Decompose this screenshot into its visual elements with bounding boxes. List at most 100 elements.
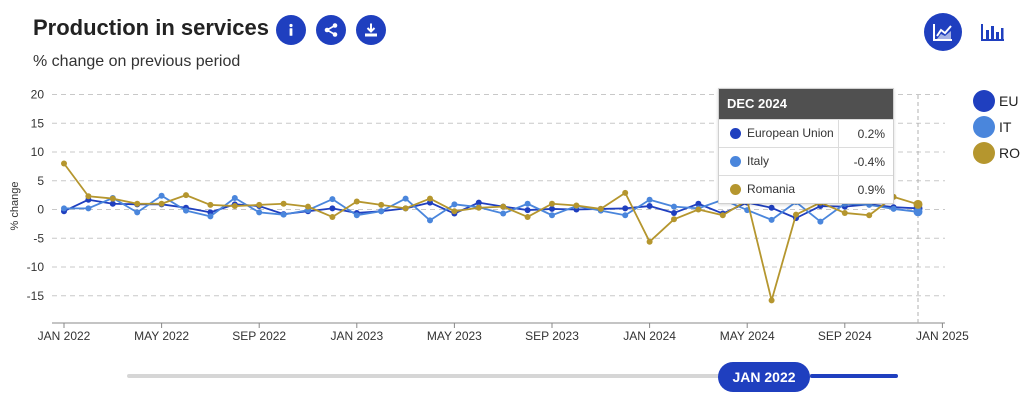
data-point-ro: [768, 297, 775, 304]
data-point-eu: [671, 209, 677, 216]
data-point-ro: [207, 201, 214, 208]
data-point-it: [353, 212, 360, 219]
page-title: Production in services: [33, 15, 269, 40]
data-point-ro: [183, 192, 189, 199]
data-point-ro: [451, 208, 458, 215]
data-point-it: [256, 209, 263, 216]
line-view-button[interactable]: [924, 13, 962, 51]
tooltip-dot-ro: [730, 184, 741, 195]
data-point-ro: [841, 209, 848, 216]
y-tick-label: -15: [27, 289, 45, 303]
download-icon: [365, 23, 377, 37]
data-point-it: [817, 218, 824, 225]
tooltip-dot-eu: [730, 128, 741, 139]
data-point-ro: [378, 201, 385, 208]
data-point-it: [768, 216, 775, 223]
data-point-ro: [231, 203, 238, 210]
tooltip-series-value: 0.2%: [857, 126, 885, 141]
data-point-ro: [61, 160, 67, 167]
data-point-eu: [109, 200, 116, 207]
data-point-it: [913, 207, 923, 217]
legend-item-eu[interactable]: EU: [973, 88, 1020, 114]
x-tick-label: JAN 2022: [38, 329, 91, 343]
data-point-it: [183, 207, 189, 214]
data-point-ro: [85, 193, 92, 200]
data-point-ro: [549, 200, 555, 207]
data-point-eu: [695, 200, 702, 207]
x-tick-label: JAN 2023: [330, 329, 383, 343]
data-point-ro: [597, 205, 604, 212]
data-point-it: [890, 205, 897, 212]
data-point-ro: [573, 202, 580, 209]
series-line-ro: [63, 162, 919, 302]
time-slider-range: [810, 374, 898, 378]
data-point-it: [671, 203, 677, 210]
data-point-ro: [719, 212, 726, 219]
x-tick-label: MAY 2024: [720, 329, 775, 343]
y-tick-label: 10: [31, 145, 45, 159]
data-tooltip: DEC 2024 European Union 0.2% Italy -0.4%…: [718, 88, 894, 204]
share-button[interactable]: [316, 15, 346, 45]
legend-label: EU: [999, 93, 1019, 109]
legend-item-it[interactable]: IT: [973, 114, 1020, 140]
y-tick-label: 20: [31, 88, 45, 102]
data-point-ro: [913, 199, 923, 209]
legend-label: IT: [999, 119, 1012, 135]
data-point-it: [524, 200, 531, 207]
download-button[interactable]: [356, 15, 386, 45]
x-tick-label: MAY 2022: [134, 329, 189, 343]
data-point-ro: [280, 200, 287, 207]
tooltip-row-ro: Romania 0.9%: [719, 175, 893, 203]
tooltip-series-name: Romania: [747, 176, 839, 203]
data-point-it: [207, 213, 214, 220]
data-point-it: [61, 205, 67, 212]
x-tick-label: SEP 2022: [232, 329, 286, 343]
legend-swatch-eu: [973, 90, 995, 112]
data-point-eu: [622, 205, 629, 212]
data-point-eu: [475, 199, 482, 206]
x-tick-label: SEP 2023: [525, 329, 579, 343]
tooltip-series-name: European Union: [747, 120, 839, 147]
y-tick-label: -5: [33, 231, 44, 245]
time-slider-track[interactable]: [127, 374, 897, 378]
info-button[interactable]: [276, 15, 306, 45]
data-point-eu: [646, 203, 653, 210]
legend-label: RO: [999, 145, 1020, 161]
y-axis-label: % change: [9, 182, 21, 231]
tooltip-series-value: 0.9%: [857, 182, 885, 197]
tooltip-row-eu: European Union 0.2%: [719, 119, 893, 147]
tooltip-series-value: -0.4%: [853, 154, 885, 169]
data-point-it: [451, 201, 458, 208]
data-point-ro: [134, 200, 141, 207]
y-tick-label: -10: [27, 260, 45, 274]
bar-view-button[interactable]: [978, 17, 1008, 47]
series-line-it: [64, 194, 919, 223]
data-point-ro: [402, 205, 409, 212]
time-slider-handle[interactable]: JAN 2022: [718, 362, 810, 392]
legend-item-ro[interactable]: RO: [973, 140, 1020, 166]
data-point-it: [402, 195, 409, 202]
data-point-ro: [256, 201, 263, 208]
data-point-it: [329, 196, 336, 203]
share-icon: [324, 23, 338, 37]
data-point-it: [134, 209, 141, 216]
legend-swatch-it: [973, 116, 995, 138]
data-point-it: [646, 196, 653, 203]
data-point-it: [378, 208, 385, 215]
x-tick-label: SEP 2024: [818, 329, 872, 343]
data-point-eu: [549, 205, 555, 212]
data-point-ro: [671, 216, 677, 223]
data-point-ro: [353, 198, 360, 205]
data-point-it: [85, 205, 92, 212]
data-point-ro: [475, 204, 482, 211]
series-line-eu: [63, 198, 919, 220]
data-point-ro: [427, 195, 433, 202]
x-tick-label: MAY 2023: [427, 329, 482, 343]
data-point-it: [158, 192, 165, 199]
bar-chart-icon: [981, 24, 1004, 41]
tooltip-dot-it: [730, 156, 741, 167]
data-point-eu: [524, 207, 531, 214]
data-point-it: [231, 195, 238, 201]
tooltip-series-name: Italy: [747, 148, 839, 175]
